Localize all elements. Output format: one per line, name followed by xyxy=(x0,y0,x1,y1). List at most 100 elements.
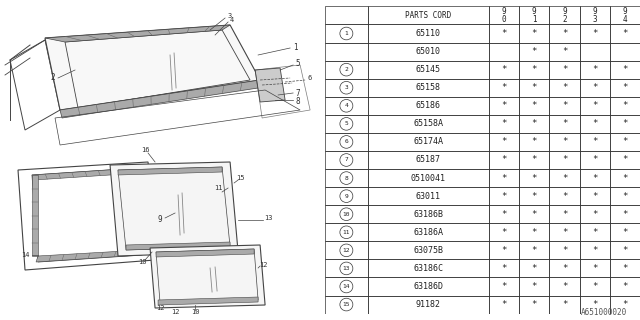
Bar xyxy=(580,133,610,151)
Text: *: * xyxy=(501,246,507,255)
Text: 0510041: 0510041 xyxy=(411,173,445,183)
Text: *: * xyxy=(592,264,597,273)
Text: *: * xyxy=(501,29,507,38)
Bar xyxy=(549,296,580,314)
Bar xyxy=(549,277,580,296)
Polygon shape xyxy=(158,297,258,305)
Text: *: * xyxy=(622,210,628,219)
Text: 5: 5 xyxy=(296,59,300,68)
Bar xyxy=(610,115,640,133)
Bar xyxy=(549,115,580,133)
Text: 4: 4 xyxy=(344,103,348,108)
Bar xyxy=(489,60,519,79)
Bar xyxy=(325,241,367,260)
Bar xyxy=(489,241,519,260)
Bar xyxy=(325,277,367,296)
Bar xyxy=(580,79,610,97)
Bar xyxy=(549,151,580,169)
Bar xyxy=(489,6,519,24)
Text: *: * xyxy=(501,192,507,201)
Text: 13: 13 xyxy=(342,266,350,271)
Text: 10: 10 xyxy=(138,259,147,265)
Text: 16: 16 xyxy=(141,147,149,153)
Bar xyxy=(519,133,549,151)
Bar xyxy=(580,24,610,43)
Text: *: * xyxy=(562,47,567,56)
Text: *: * xyxy=(531,210,537,219)
Polygon shape xyxy=(60,80,260,118)
Text: *: * xyxy=(622,83,628,92)
Text: *: * xyxy=(592,65,597,74)
Bar xyxy=(580,241,610,260)
Text: *: * xyxy=(501,119,507,128)
Polygon shape xyxy=(255,68,285,102)
Bar xyxy=(367,6,489,24)
Text: 7: 7 xyxy=(344,157,348,163)
Text: *: * xyxy=(622,29,628,38)
Text: 65174A: 65174A xyxy=(413,137,444,147)
Text: *: * xyxy=(592,119,597,128)
Text: 13: 13 xyxy=(264,215,273,221)
Bar xyxy=(549,133,580,151)
Text: 65186: 65186 xyxy=(416,101,441,110)
Text: 63186C: 63186C xyxy=(413,264,444,273)
Text: *: * xyxy=(592,192,597,201)
Bar xyxy=(519,241,549,260)
Bar xyxy=(367,115,489,133)
Bar xyxy=(325,79,367,97)
Bar xyxy=(367,260,489,277)
Bar xyxy=(580,151,610,169)
Text: *: * xyxy=(622,173,628,183)
Bar xyxy=(489,79,519,97)
Text: 2: 2 xyxy=(51,74,55,83)
Bar xyxy=(325,205,367,223)
Bar xyxy=(367,60,489,79)
Bar xyxy=(580,277,610,296)
Text: *: * xyxy=(592,210,597,219)
Text: *: * xyxy=(501,282,507,291)
Polygon shape xyxy=(45,25,260,110)
Text: *: * xyxy=(562,119,567,128)
Text: *: * xyxy=(562,156,567,164)
Bar xyxy=(549,241,580,260)
Bar xyxy=(580,115,610,133)
Text: 65010: 65010 xyxy=(416,47,441,56)
Text: *: * xyxy=(562,173,567,183)
Text: 9
2: 9 2 xyxy=(562,7,567,24)
Bar xyxy=(489,205,519,223)
Text: 65158: 65158 xyxy=(416,83,441,92)
Polygon shape xyxy=(126,242,230,250)
Bar xyxy=(325,169,367,187)
Text: 12: 12 xyxy=(156,305,164,311)
Text: 11: 11 xyxy=(342,230,350,235)
Bar xyxy=(549,79,580,97)
Text: 9: 9 xyxy=(344,194,348,199)
Bar xyxy=(489,260,519,277)
Bar xyxy=(610,223,640,241)
Text: 6: 6 xyxy=(308,75,312,81)
Text: *: * xyxy=(622,228,628,237)
Polygon shape xyxy=(156,249,254,257)
Text: 7: 7 xyxy=(296,89,300,98)
Bar xyxy=(367,97,489,115)
Polygon shape xyxy=(36,250,142,262)
Text: 65187: 65187 xyxy=(416,156,441,164)
Text: *: * xyxy=(592,29,597,38)
Bar xyxy=(489,223,519,241)
Text: *: * xyxy=(501,300,507,309)
Bar xyxy=(489,151,519,169)
Bar xyxy=(549,169,580,187)
Text: 3: 3 xyxy=(228,13,232,19)
Bar xyxy=(325,133,367,151)
Bar xyxy=(610,97,640,115)
Text: 9: 9 xyxy=(157,215,163,225)
Text: *: * xyxy=(531,228,537,237)
Bar xyxy=(519,296,549,314)
Bar xyxy=(549,60,580,79)
Bar xyxy=(610,260,640,277)
Bar xyxy=(580,97,610,115)
Bar xyxy=(610,296,640,314)
Text: 63011: 63011 xyxy=(416,192,441,201)
Bar xyxy=(610,43,640,60)
Text: *: * xyxy=(562,29,567,38)
